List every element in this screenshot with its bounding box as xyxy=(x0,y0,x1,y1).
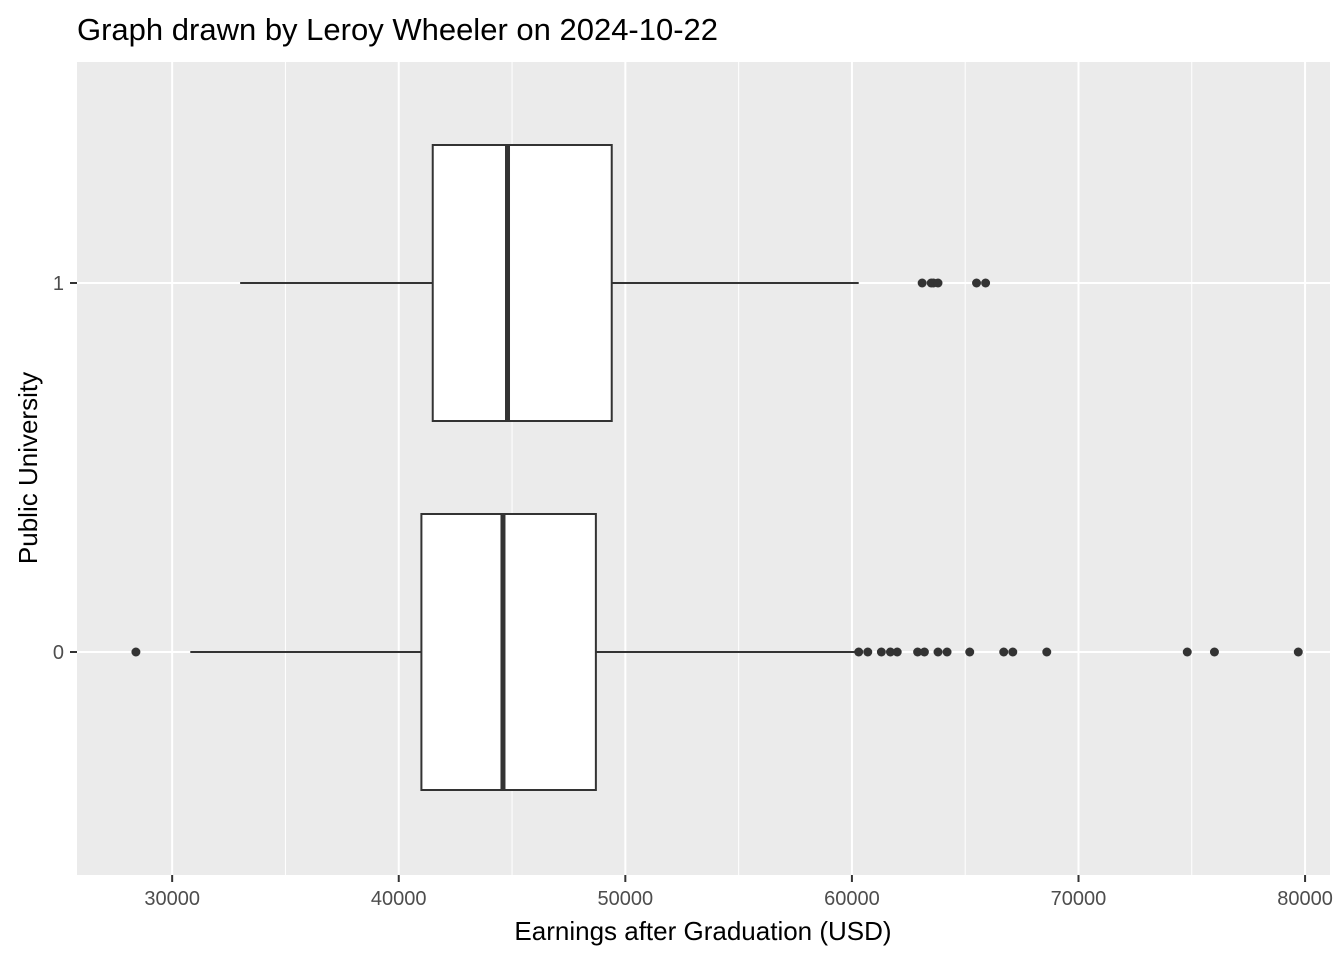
chart-title: Graph drawn by Leroy Wheeler on 2024-10-… xyxy=(77,12,718,47)
box xyxy=(420,513,597,791)
box xyxy=(431,144,613,422)
outlier-point xyxy=(913,647,923,657)
x-axis-title: Earnings after Graduation (USD) xyxy=(514,916,891,946)
y-axis-ticks: 01 xyxy=(53,273,77,664)
outlier-point xyxy=(933,647,943,657)
outlier-point xyxy=(917,278,927,288)
outlier-point xyxy=(1209,647,1219,657)
x-tick-label: 30000 xyxy=(144,888,200,910)
box-group-0 xyxy=(131,513,1303,791)
outlier-point xyxy=(876,647,886,657)
y-tick-label: 1 xyxy=(53,273,64,295)
plot-panel xyxy=(77,62,1330,875)
outlier-point xyxy=(885,647,895,657)
outlier-point xyxy=(933,278,943,288)
x-axis-ticks: 30000 40000 50000 60000 70000 80000 xyxy=(144,875,1333,910)
outlier-point xyxy=(972,278,982,288)
x-tick-label: 60000 xyxy=(824,888,880,910)
x-tick-label: 70000 xyxy=(1051,888,1107,910)
outlier-point xyxy=(863,647,873,657)
box-series xyxy=(131,144,1303,791)
outlier-point xyxy=(942,647,952,657)
outlier-point xyxy=(131,647,141,657)
x-tick-label: 40000 xyxy=(371,888,427,910)
y-axis-title: Public University xyxy=(13,372,43,564)
outlier-point xyxy=(1293,647,1303,657)
x-tick-label: 80000 xyxy=(1277,888,1333,910)
outlier-point xyxy=(999,647,1009,657)
outlier-point xyxy=(981,278,991,288)
outlier-point xyxy=(965,647,975,657)
outlier-point xyxy=(919,647,929,657)
outlier-point xyxy=(1182,647,1192,657)
y-tick-label: 0 xyxy=(53,642,64,664)
box-group-1 xyxy=(240,144,991,422)
outlier-point xyxy=(854,647,864,657)
x-tick-label: 50000 xyxy=(598,888,654,910)
outlier-point xyxy=(1008,647,1018,657)
outlier-point xyxy=(892,647,902,657)
outlier-point xyxy=(1042,647,1052,657)
